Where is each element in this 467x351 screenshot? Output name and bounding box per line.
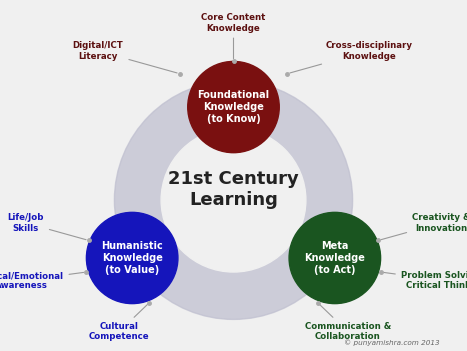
Text: Ethical/Emotional
Awareness: Ethical/Emotional Awareness xyxy=(0,271,84,291)
Text: Cross-disciplinary
Knowledge: Cross-disciplinary Knowledge xyxy=(290,41,412,73)
Text: Life/Job
Skills: Life/Job Skills xyxy=(7,213,86,240)
Ellipse shape xyxy=(289,212,381,304)
Text: Foundational
Knowledge
(to Know): Foundational Knowledge (to Know) xyxy=(198,90,269,125)
Text: Core Content
Knowledge: Core Content Knowledge xyxy=(201,13,266,59)
Text: Humanistic
Knowledge
(to Value): Humanistic Knowledge (to Value) xyxy=(101,240,163,276)
Text: Meta
Knowledge
(to Act): Meta Knowledge (to Act) xyxy=(304,240,365,276)
Text: © punyamishra.com 2013: © punyamishra.com 2013 xyxy=(345,339,440,346)
Ellipse shape xyxy=(86,212,178,304)
Text: Communication &
Collaboration: Communication & Collaboration xyxy=(305,304,391,342)
Text: Cultural
Competence: Cultural Competence xyxy=(89,304,149,342)
Text: Problem Solving &
Critical Thinking: Problem Solving & Critical Thinking xyxy=(383,271,467,291)
Text: Creativity &
Innovation: Creativity & Innovation xyxy=(381,213,467,240)
Ellipse shape xyxy=(161,128,306,272)
Text: 21st Century
Learning: 21st Century Learning xyxy=(168,170,299,209)
Ellipse shape xyxy=(188,61,279,153)
Text: Digital/ICT
Literacy: Digital/ICT Literacy xyxy=(73,41,177,73)
Ellipse shape xyxy=(114,81,353,319)
